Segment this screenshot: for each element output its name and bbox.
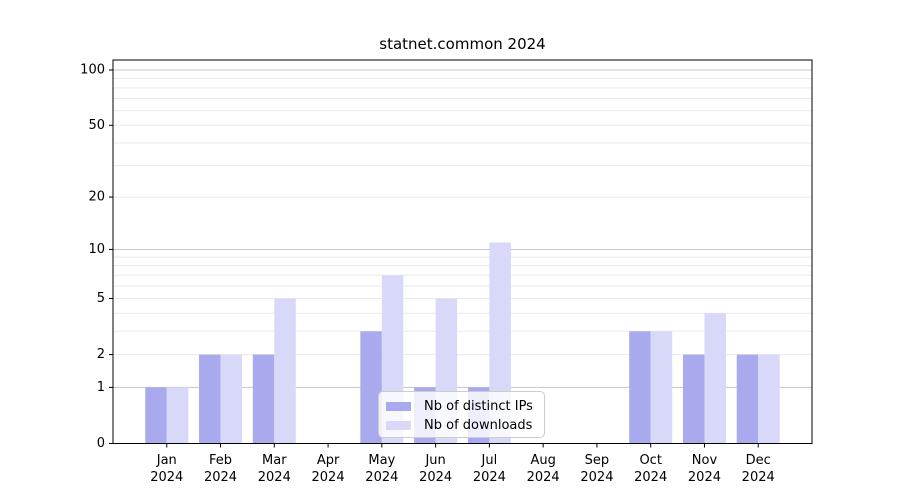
- x-tick-label-month-feb: Feb: [209, 453, 232, 468]
- x-tick-label-month-jul: Jul: [481, 453, 498, 468]
- x-tick-label-year-may: 2024: [365, 470, 398, 485]
- x-tick-label-year-dec: 2024: [742, 470, 775, 485]
- legend-swatch-distinct-ips: [386, 402, 411, 411]
- x-tick-label-month-jan: Jan: [156, 453, 177, 468]
- legend-item-distinct-ips: Nb of distinct IPs: [386, 397, 544, 416]
- y-tick-label-0: 0: [97, 436, 105, 451]
- legend-label-downloads: Nb of downloads: [424, 418, 533, 433]
- bar-downloads-jan: [166, 387, 189, 444]
- bar-ips-dec: [736, 354, 759, 444]
- y-tick-label-1: 1: [97, 380, 105, 395]
- x-tick-label-year-oct: 2024: [634, 470, 667, 485]
- legend-label-distinct-ips: Nb of distinct IPs: [424, 399, 533, 414]
- y-tick-label-20: 20: [88, 190, 105, 205]
- chart-title: statnet.common 2024: [379, 35, 546, 53]
- y-tick-label-100: 100: [80, 63, 105, 78]
- x-tick-label-month-aug: Aug: [530, 453, 555, 468]
- legend-item-downloads: Nb of downloads: [386, 416, 544, 435]
- bar-ips-mar: [252, 354, 275, 444]
- x-tick-label-month-apr: Apr: [317, 453, 340, 468]
- x-tick-label-year-mar: 2024: [258, 470, 291, 485]
- x-tick-label-month-sep: Sep: [585, 453, 610, 468]
- bar-downloads-nov: [704, 313, 726, 444]
- plot-border: [112, 59, 813, 444]
- x-tick-label-month-may: May: [368, 453, 395, 468]
- bar-ips-feb: [199, 354, 221, 444]
- x-tick-label-year-jul: 2024: [473, 470, 506, 485]
- legend: Nb of distinct IPs Nb of downloads: [378, 391, 545, 438]
- y-tick-label-50: 50: [88, 118, 105, 133]
- x-tick-label-year-feb: 2024: [204, 470, 237, 485]
- bar-downloads-oct: [650, 331, 673, 444]
- x-tick-label-month-jun: Jun: [424, 453, 445, 468]
- y-tick-label-5: 5: [97, 291, 105, 306]
- x-tick-label-year-aug: 2024: [527, 470, 560, 485]
- x-tick-label-month-nov: Nov: [692, 453, 718, 468]
- bar-ips-jan: [145, 387, 167, 444]
- bar-downloads-dec: [758, 354, 780, 444]
- x-tick-label-year-sep: 2024: [580, 470, 613, 485]
- x-tick-label-year-jan: 2024: [150, 470, 183, 485]
- bar-ips-oct: [629, 331, 651, 444]
- x-tick-label-year-apr: 2024: [312, 470, 345, 485]
- bar-ips-nov: [682, 354, 705, 444]
- y-tick-label-2: 2: [97, 347, 105, 362]
- x-tick-label-month-dec: Dec: [746, 453, 771, 468]
- y-tick-label-10: 10: [88, 242, 105, 257]
- bar-downloads-feb: [220, 354, 243, 444]
- bar-downloads-mar: [274, 298, 296, 444]
- bar-ips-may: [360, 331, 382, 444]
- x-tick-label-month-oct: Oct: [639, 453, 661, 468]
- x-tick-label-year-jun: 2024: [419, 470, 452, 485]
- x-tick-label-year-nov: 2024: [688, 470, 721, 485]
- x-tick-label-month-mar: Mar: [262, 453, 287, 468]
- legend-swatch-downloads: [386, 421, 411, 430]
